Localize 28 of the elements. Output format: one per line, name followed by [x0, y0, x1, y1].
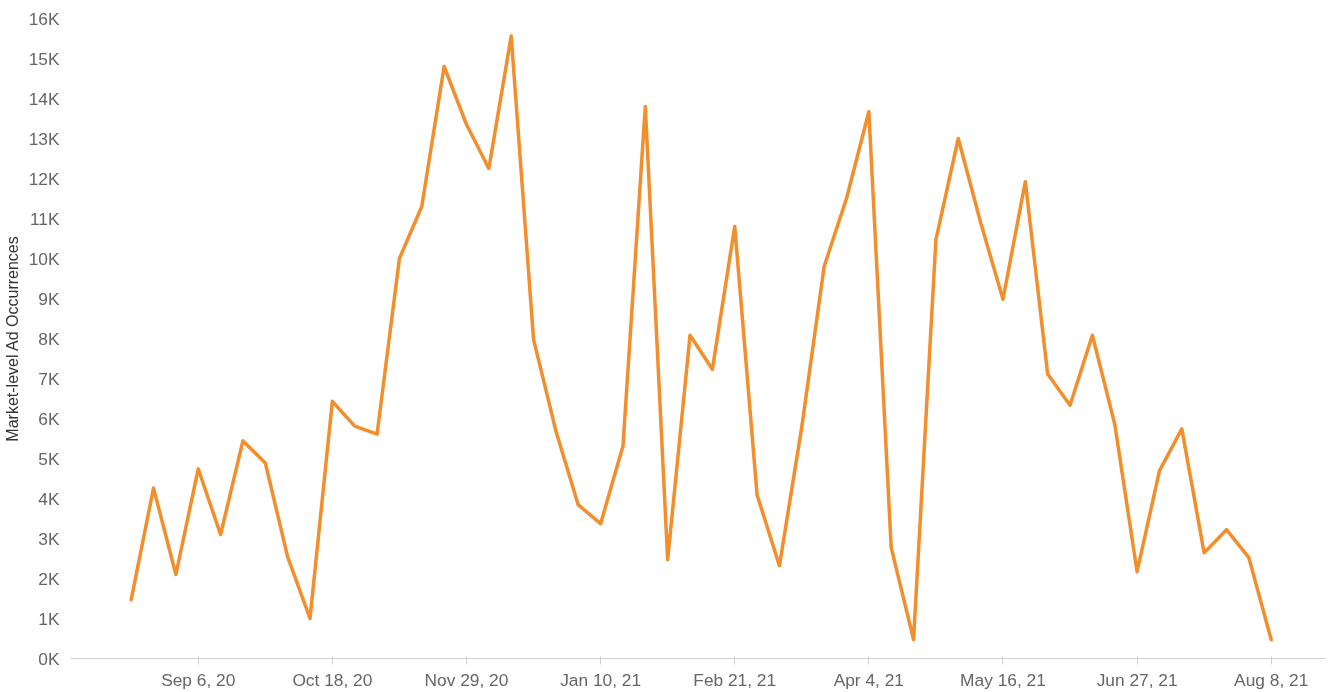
y-tick-label: 16K — [28, 8, 60, 29]
x-tick-label: Sep 6, 20 — [161, 669, 236, 690]
y-tick-label: 6K — [38, 408, 60, 429]
y-tick-label: 1K — [38, 608, 60, 629]
y-tick-label: 13K — [28, 128, 60, 149]
y-tick-label: 14K — [28, 88, 60, 109]
y-axis-title: Market-level Ad Occurrences — [3, 236, 21, 442]
y-tick-label: 10K — [28, 248, 60, 269]
y-tick-label: 11K — [29, 208, 60, 229]
y-tick-label: 0K — [38, 648, 60, 669]
y-tick-label: 7K — [38, 368, 60, 389]
y-tick-label: 2K — [38, 568, 60, 589]
x-tick-label: Feb 21, 21 — [693, 669, 777, 690]
y-tick-label: 4K — [38, 488, 60, 509]
x-tick-label: Jun 27, 21 — [1096, 669, 1178, 690]
x-tick-label: Apr 4, 21 — [833, 669, 905, 690]
x-tick-label: Oct 18, 20 — [292, 669, 373, 690]
y-tick-label: 15K — [28, 48, 60, 69]
x-tick-label: Nov 29, 20 — [424, 669, 509, 690]
y-tick-label: 9K — [38, 288, 60, 309]
x-tick-label: May 16, 21 — [960, 669, 1046, 690]
y-tick-label: 5K — [38, 448, 60, 469]
line-series — [129, 34, 1273, 642]
y-tick-label: 3K — [38, 528, 60, 549]
y-tick-label: 8K — [38, 328, 60, 349]
x-tick-label: Jan 10, 21 — [560, 669, 642, 690]
y-tick-label: 12K — [28, 168, 60, 189]
x-tick-label: Aug 8, 21 — [1234, 669, 1309, 690]
